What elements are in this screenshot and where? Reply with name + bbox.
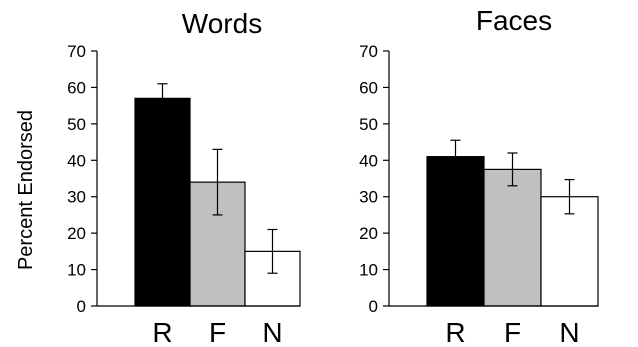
y-tick-label: 50	[359, 115, 378, 134]
category-label: N	[262, 317, 282, 347]
category-label: F	[504, 317, 521, 347]
bar-r	[426, 156, 485, 307]
y-tick-label: 20	[359, 224, 378, 243]
bar-f	[483, 168, 542, 307]
y-tick-label: 10	[359, 261, 378, 280]
y-tick-label: 10	[67, 261, 86, 280]
y-axis-label: Percent Endorsed	[15, 110, 37, 270]
y-tick-label: 20	[67, 224, 86, 243]
y-tick-label: 0	[77, 297, 86, 316]
category-label: F	[209, 317, 226, 347]
words-panel: Words 0 10 20 30 40 50 60 70 R F N	[67, 8, 301, 347]
y-tick-label: 40	[359, 151, 378, 170]
category-label: R	[152, 317, 172, 347]
y-tick-label: 40	[67, 151, 86, 170]
bar-r	[134, 97, 191, 307]
words-chart-title: Words	[182, 8, 262, 39]
category-label: R	[445, 317, 465, 347]
y-tick-label: 30	[67, 188, 86, 207]
y-tick-label: 60	[359, 78, 378, 97]
y-tick-label: 60	[67, 78, 86, 97]
y-tick-label: 70	[67, 42, 86, 61]
faces-panel: Faces 0 10 20 30 40 50 60 70 R F N	[359, 5, 599, 347]
y-tick-label: 30	[359, 188, 378, 207]
y-tick-label: 50	[67, 115, 86, 134]
y-tick-label: 70	[359, 42, 378, 61]
category-label: N	[559, 317, 579, 347]
y-tick-label: 0	[369, 297, 378, 316]
faces-chart-title: Faces	[476, 5, 552, 36]
